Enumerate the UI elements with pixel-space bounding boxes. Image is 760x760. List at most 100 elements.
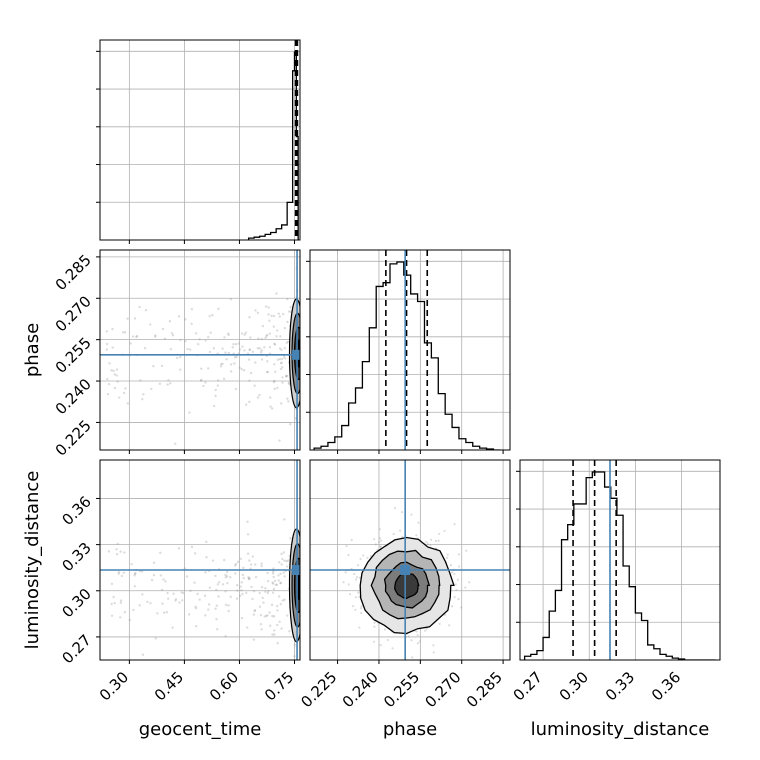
truth-marker: [292, 349, 300, 360]
scatter-point: [229, 370, 233, 373]
scatter-point: [342, 581, 345, 584]
scatter-point: [177, 547, 181, 550]
scatter-point: [244, 331, 248, 334]
scatter-point: [232, 343, 235, 346]
scatter-point: [111, 346, 114, 349]
scatter-point: [146, 600, 149, 604]
scatter-point: [160, 364, 164, 368]
scatter-point: [115, 548, 118, 551]
scatter-point: [275, 335, 278, 338]
scatter-point: [278, 561, 281, 564]
scatter-point: [366, 556, 369, 559]
scatter-point: [350, 539, 353, 542]
scatter-point: [280, 627, 283, 630]
scatter-point: [251, 597, 254, 601]
scatter-point: [233, 356, 237, 359]
y-tick-label-luminosity_distance: 0.33: [58, 539, 94, 575]
scatter-point: [123, 551, 126, 554]
scatter-point: [451, 571, 454, 574]
scatter-point: [351, 605, 355, 608]
scatter-point: [261, 324, 265, 328]
scatter-point: [265, 334, 268, 338]
scatter-point: [227, 604, 230, 607]
scatter-point: [235, 597, 239, 600]
scatter-point: [221, 583, 225, 586]
scatter-point: [239, 557, 242, 560]
scatter-point: [248, 379, 251, 382]
scatter-point: [283, 598, 286, 601]
y-tick-label-phase: 0.285: [52, 251, 95, 294]
panel-frame: [99, 249, 301, 451]
scatter-point: [354, 608, 357, 611]
scatter-point: [156, 612, 159, 615]
scatter-point: [287, 310, 291, 313]
scatter-point: [224, 573, 227, 577]
scatter-point: [133, 585, 136, 588]
scatter-point: [468, 581, 471, 584]
scatter-point: [378, 541, 381, 544]
scatter-point: [283, 346, 287, 350]
scatter-point: [272, 587, 276, 591]
scatter-point: [287, 400, 290, 403]
scatter-point: [126, 402, 129, 405]
scatter-point: [190, 545, 194, 549]
scatter-point: [203, 594, 207, 597]
scatter-point: [281, 366, 284, 369]
scatter-point: [247, 577, 251, 581]
scatter-point: [236, 560, 240, 564]
scatter-point: [251, 350, 255, 354]
scatter-point: [252, 613, 256, 616]
scatter-point: [194, 607, 198, 610]
scatter-point: [252, 589, 256, 593]
scatter-point: [139, 379, 142, 382]
scatter-point: [161, 327, 165, 331]
scatter-point: [182, 591, 185, 595]
scatter-point: [116, 542, 119, 546]
scatter-point: [240, 589, 243, 592]
scatter-point: [121, 331, 125, 334]
scatter-point: [241, 573, 245, 577]
scatter-point: [234, 342, 238, 346]
scatter-point: [169, 382, 172, 385]
scatter-point: [260, 349, 263, 352]
scatter-point: [211, 559, 215, 562]
scatter-point: [172, 592, 175, 596]
scatter-point: [198, 338, 201, 341]
scatter-point: [260, 337, 263, 341]
scatter-point: [415, 534, 418, 537]
scatter-point: [193, 581, 196, 584]
scatter-point: [266, 370, 269, 374]
x-tick-label-luminosity_distance: 0.33: [602, 668, 638, 704]
scatter-point: [224, 634, 227, 638]
scatter-point: [254, 575, 258, 579]
scatter-point: [181, 599, 184, 602]
scatter-point: [275, 583, 279, 586]
scatter-point: [259, 623, 263, 626]
scatter-point: [194, 332, 198, 335]
scatter-point: [214, 394, 217, 398]
scatter-point: [268, 624, 272, 627]
x-tick-label-geocent_time: 0.75: [261, 668, 297, 704]
y-tick-label-luminosity_distance: 0.27: [58, 631, 94, 667]
x-tick-label-phase: 0.255: [380, 668, 423, 711]
scatter-point: [457, 597, 460, 601]
scatter-point: [177, 315, 181, 318]
panel-background: [100, 40, 300, 240]
scatter-point: [204, 381, 207, 384]
scatter-point: [223, 336, 226, 339]
scatter-point: [119, 616, 122, 619]
density-contour: [394, 572, 420, 599]
scatter-point: [253, 384, 256, 387]
scatter-point: [378, 528, 381, 531]
scatter-point: [224, 351, 227, 354]
scatter-point: [227, 332, 230, 335]
scatter-point: [183, 567, 186, 570]
scatter-point: [267, 589, 270, 593]
scatter-point: [432, 651, 435, 654]
scatter-point: [275, 329, 279, 332]
scatter-point: [105, 348, 108, 351]
scatter-point: [274, 583, 278, 587]
scatter-point: [209, 331, 212, 334]
x-tick-label-phase: 0.225: [297, 668, 340, 711]
